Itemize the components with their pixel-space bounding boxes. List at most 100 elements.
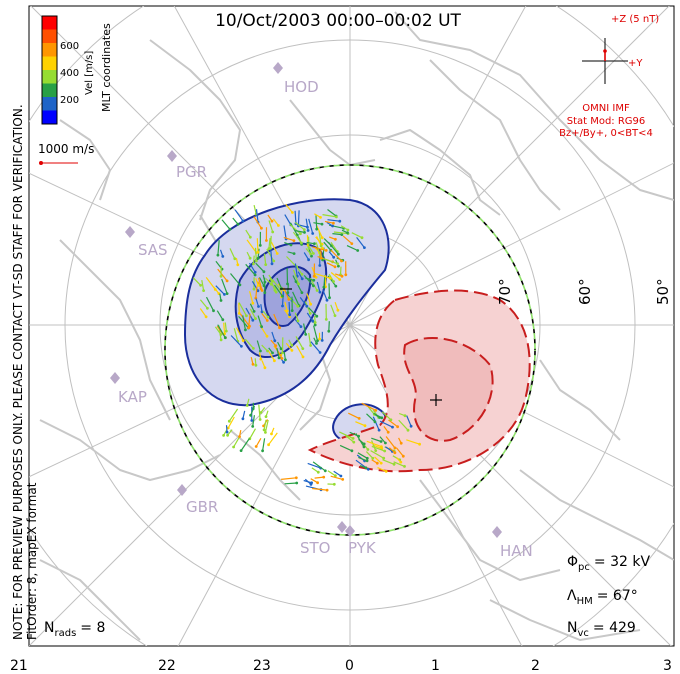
velocity-vector-origin [382, 456, 386, 460]
velocity-vector-origin [384, 441, 387, 445]
station-HAN: HAN [492, 526, 533, 560]
velocity-vector-origin [384, 470, 388, 473]
velocity-vector [221, 219, 231, 230]
velocity-vector [305, 218, 309, 231]
velocity-vector [252, 415, 255, 427]
velocity-vector [199, 308, 207, 318]
velocity-vector [371, 440, 377, 451]
velocity-vector [249, 303, 255, 312]
velocity-vector-origin [228, 227, 232, 231]
velocity-vector [264, 419, 269, 433]
velocity-vector-origin [325, 488, 329, 492]
velocity-vector-origin [322, 285, 326, 289]
velocity-vector [269, 235, 272, 249]
velocity-vector [281, 290, 285, 307]
velocity-vector-origin [281, 304, 284, 308]
velocity-vector-origin [281, 351, 284, 355]
velocity-vector [370, 450, 385, 459]
velocity-vector [284, 214, 292, 226]
velocity-vector-origin [222, 434, 226, 437]
velocity-vector [303, 275, 314, 287]
velocity-vector-origin [212, 309, 215, 313]
velocity-vector-origin [264, 431, 267, 434]
velocity-vector [355, 421, 366, 427]
svg-text:ΛHM= 67°: ΛHM = 67° [567, 588, 638, 607]
velocity-vectors [192, 203, 421, 492]
velocity-vector-origin [281, 294, 284, 298]
velocity-vector [379, 420, 393, 428]
velocity-vector [276, 277, 283, 289]
velocity-vector [295, 264, 303, 275]
velocity-vector-origin [267, 443, 270, 447]
velocity-vector-origin [257, 305, 260, 308]
velocity-vector [256, 340, 261, 352]
velocity-vector-origin [318, 351, 322, 354]
velocity-vector [312, 487, 328, 491]
velocity-vector-origin [270, 219, 274, 223]
svg-text:KAP: KAP [118, 388, 147, 406]
velocity-vector-origin [300, 272, 304, 276]
velocity-vector [246, 239, 257, 253]
velocity-vector [258, 404, 261, 420]
velocity-vector [292, 231, 302, 244]
velocity-vector [217, 240, 220, 256]
velocity-vector-origin [256, 256, 260, 260]
velocity-vector-origin [245, 314, 248, 318]
velocity-vector-origin [219, 299, 223, 302]
velocity-vector [270, 250, 273, 264]
velocity-vector [294, 221, 305, 231]
velocity-vector-origin [371, 456, 375, 460]
velocity-vector [293, 269, 300, 285]
velocity-vector-origin [356, 249, 360, 252]
velocity-vector-origin [328, 296, 331, 300]
velocity-vector [351, 232, 363, 239]
svg-text:0: 0 [345, 658, 354, 674]
velocity-vector [235, 327, 244, 341]
velocity-vector-origin [350, 242, 354, 246]
velocity-vector [393, 461, 405, 467]
velocity-vector-origin [251, 318, 255, 322]
velocity-vector [357, 452, 368, 459]
velocity-vector [217, 324, 226, 339]
velocity-vector-origin [401, 454, 405, 458]
map-title: 10/Oct/2003 00:00–00:02 UT [215, 11, 461, 31]
velocity-vector-origin [366, 467, 370, 471]
velocity-vector-origin [303, 231, 306, 234]
velocity-vector [327, 219, 340, 222]
velocity-vector-origin [270, 432, 273, 436]
velocity-vector [256, 238, 259, 253]
velocity-vector [248, 262, 256, 273]
velocity-vector-origin [399, 441, 403, 445]
velocity-vector-origin [334, 284, 338, 288]
svg-text:HAN: HAN [500, 542, 533, 560]
velocity-vector [345, 435, 355, 443]
velocity-vector-origin [263, 291, 267, 295]
velocity-vector [296, 345, 304, 358]
mlt-axis: 21 22 23 0 1 2 3 [10, 658, 672, 674]
svg-text:+Z (5 nT): +Z (5 nT) [611, 14, 659, 25]
svg-text:50°: 50° [654, 278, 672, 305]
velocity-vector [324, 220, 334, 224]
velocity-vector-origin [339, 474, 343, 478]
velocity-vector-origin [292, 252, 296, 256]
stat-phi-pc: Φpc = 32 kV [567, 554, 650, 573]
colorbar-segment [42, 70, 57, 84]
velocity-vector-origin [392, 462, 396, 466]
velocity-vector-origin [221, 255, 225, 258]
velocity-vector-origin [327, 329, 331, 333]
velocity-vector-origin [332, 280, 335, 283]
velocity-vector [271, 331, 276, 341]
velocity-vector-origin [374, 409, 378, 412]
svg-text:1000 m/s: 1000 m/s [38, 142, 94, 156]
velocity-vector [283, 236, 295, 242]
velocity-colorbar: 600 400 200 Vel [m/s] [41, 15, 95, 125]
velocity-vector [361, 402, 376, 411]
velocity-vector-origin [254, 445, 258, 448]
velocity-vector-origin [362, 442, 366, 446]
velocity-vector [249, 308, 257, 319]
velocity-vector-origin [260, 226, 263, 230]
velocity-vector-origin [272, 259, 276, 263]
velocity-vector-origin [260, 325, 263, 329]
velocity-vector [315, 215, 318, 230]
velocity-vector [306, 235, 309, 246]
